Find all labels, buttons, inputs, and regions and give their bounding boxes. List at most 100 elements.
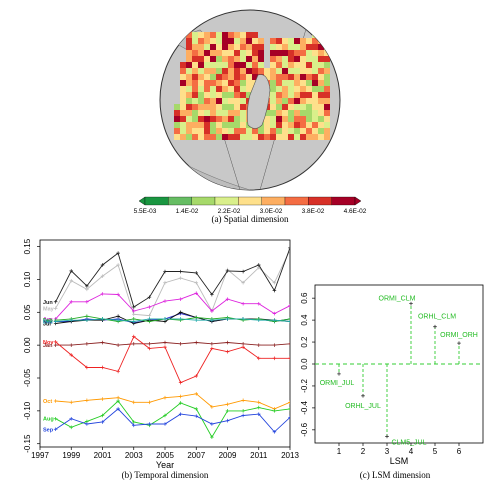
series-point: [210, 342, 214, 346]
series-point: [100, 263, 105, 267]
raster-cell: [246, 62, 252, 68]
y-tick-label: -0.05: [23, 368, 32, 387]
raster-cell: [258, 44, 264, 50]
raster-cell: [222, 86, 228, 92]
raster-cell: [246, 56, 252, 62]
raster-cell: [282, 92, 288, 98]
raster-cell: [186, 98, 192, 104]
series-point: [178, 412, 183, 416]
raster-cell: [294, 110, 300, 116]
series-point: [53, 399, 58, 403]
y-tick-label: -0.6: [300, 422, 309, 436]
raster-cell: [240, 92, 246, 98]
lsm-point-label: ORMI_CLM: [379, 296, 416, 303]
series-point: [116, 318, 120, 322]
series-point: [241, 317, 245, 321]
raster-cell: [300, 116, 306, 122]
raster-cell: [282, 134, 288, 140]
series-point: [256, 405, 261, 410]
raster-cell: [306, 80, 312, 86]
y-tick-label: 0.10: [23, 271, 32, 287]
raster-cell: [186, 110, 192, 116]
raster-cell: [204, 44, 210, 50]
raster-cell: [294, 92, 300, 98]
x-axis-label: Year: [156, 460, 174, 470]
raster-cell: [306, 68, 312, 74]
raster-cell: [210, 44, 216, 50]
raster-cell: [204, 32, 210, 38]
series-point: [69, 353, 74, 357]
series-point: [225, 409, 230, 413]
raster-cell: [324, 32, 330, 38]
raster-cell: [228, 104, 234, 110]
raster-cell: [204, 86, 210, 92]
y-tick-label: -0.2: [300, 379, 309, 393]
raster-cell: [276, 116, 282, 122]
series-point: [163, 299, 167, 303]
raster-cell: [234, 50, 240, 56]
raster-cell: [216, 110, 222, 116]
raster-cell: [216, 56, 222, 62]
raster-cell: [318, 134, 324, 140]
raster-cell: [252, 74, 258, 80]
raster-cell: [222, 134, 228, 140]
raster-cell: [240, 80, 246, 86]
raster-cell: [306, 50, 312, 56]
raster-cell: [294, 116, 300, 122]
raster-cell: [216, 122, 222, 128]
x-tick-label: 2009: [219, 451, 237, 460]
raster-cell: [216, 38, 222, 44]
raster-cell: [294, 134, 300, 140]
raster-cell: [222, 38, 228, 44]
raster-cell: [186, 68, 192, 74]
raster-cell: [216, 104, 222, 110]
series-point: [69, 425, 74, 430]
raster-cell: [246, 134, 252, 140]
raster-cell: [234, 74, 240, 80]
raster-cell: [210, 38, 216, 44]
raster-cell: [246, 44, 252, 50]
raster-cell: [276, 86, 282, 92]
raster-cell: [270, 80, 276, 86]
raster-cell: [270, 116, 276, 122]
series-line-may: [55, 249, 290, 317]
raster-cell: [300, 38, 306, 44]
raster-cell: [186, 38, 192, 44]
lsm-point: [433, 324, 437, 329]
series-point: [100, 340, 105, 345]
raster-cell: [264, 110, 270, 116]
series-point: [53, 319, 58, 324]
series-point: [178, 342, 183, 346]
raster-cell: [222, 98, 228, 104]
raster-cell: [216, 68, 222, 74]
raster-cell: [192, 50, 198, 56]
series-point: [288, 400, 290, 405]
raster-cell: [222, 56, 228, 62]
raster-cell: [210, 74, 216, 80]
raster-cell: [258, 128, 264, 134]
series-point: [53, 416, 58, 421]
series-line-dec: [55, 318, 290, 322]
raster-cell: [270, 98, 276, 104]
raster-cell: [324, 116, 330, 122]
raster-cell: [258, 56, 264, 62]
colorbar-tick-label: 1.4E-02: [176, 208, 199, 215]
raster-cell: [270, 74, 276, 80]
lsm-point: [337, 372, 341, 376]
series-line-mar: [55, 313, 290, 324]
raster-cell: [228, 44, 234, 50]
series-point: [131, 420, 136, 424]
raster-cell: [234, 80, 240, 86]
raster-cell: [204, 104, 210, 110]
raster-cell: [288, 38, 294, 44]
colorbar: 5.5E-03 1.4E-02 2.2E-02 3.0E-02 3.8E-02 4.6E-…: [134, 196, 367, 215]
raster-cell: [306, 116, 312, 122]
raster-cell: [186, 122, 192, 128]
raster-cell: [186, 26, 192, 32]
series-point: [241, 269, 245, 274]
y-tick-label: 0.00: [23, 337, 32, 353]
series-label-feb: Feb: [43, 318, 53, 324]
raster-cell: [306, 104, 312, 110]
lsm-point: [457, 341, 461, 345]
raster-cell: [228, 38, 234, 44]
